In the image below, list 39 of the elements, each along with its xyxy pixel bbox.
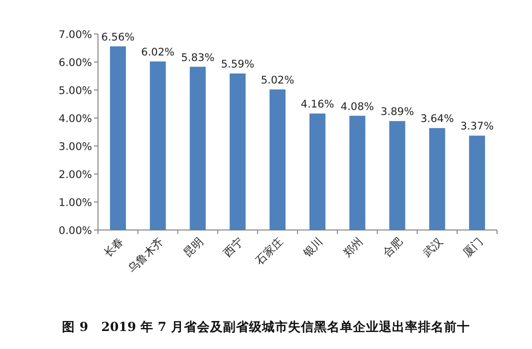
- data-label: 3.89%: [380, 106, 414, 118]
- x-tick-label: 长春: [101, 234, 126, 260]
- bar: [150, 61, 166, 230]
- x-tick-label: 武汉: [420, 234, 446, 260]
- y-tick-label: 1.00%: [58, 197, 92, 209]
- data-label: 6.02%: [141, 46, 175, 58]
- data-label: 3.64%: [420, 113, 454, 126]
- x-tick-label: 厦门: [460, 234, 486, 260]
- y-tick-label: 4.00%: [58, 113, 92, 125]
- x-tick-label: 石家庄: [253, 234, 286, 268]
- data-label: 5.02%: [260, 74, 294, 86]
- data-label: 4.08%: [340, 100, 374, 113]
- bar: [230, 73, 246, 230]
- bar: [270, 89, 286, 230]
- caption: 图 9 2019 年 7 月省会及副省级城市失信黑名单企业退出率排名前十: [62, 319, 470, 334]
- x-tick-label: 合肥: [380, 234, 406, 260]
- y-tick-label: 5.00%: [58, 85, 92, 97]
- bar: [190, 66, 206, 230]
- data-label: 6.56%: [101, 31, 135, 44]
- y-tick-label: 3.00%: [58, 141, 92, 153]
- bar: [389, 121, 406, 230]
- data-label: 5.59%: [220, 58, 254, 70]
- x-tick-label: 昆明: [181, 234, 206, 260]
- bar: [309, 114, 326, 230]
- y-tick-label: 7.00%: [58, 29, 92, 41]
- bar: [110, 46, 126, 230]
- x-tick-label: 乌鲁木齐: [126, 234, 166, 276]
- bar: [429, 128, 446, 230]
- data-label: 5.83%: [181, 52, 214, 64]
- x-tick-label: 郑州: [340, 234, 366, 260]
- data-label: 4.16%: [300, 98, 334, 111]
- x-tick-label: 银川: [300, 234, 326, 260]
- x-tick-label: 西宁: [221, 234, 246, 260]
- data-label: 3.37%: [460, 120, 494, 133]
- bar: [349, 116, 366, 230]
- y-tick-label: 2.00%: [58, 169, 92, 181]
- bar: [469, 136, 486, 230]
- y-tick-label: 0.00%: [58, 225, 92, 237]
- y-tick-label: 6.00%: [58, 57, 92, 69]
